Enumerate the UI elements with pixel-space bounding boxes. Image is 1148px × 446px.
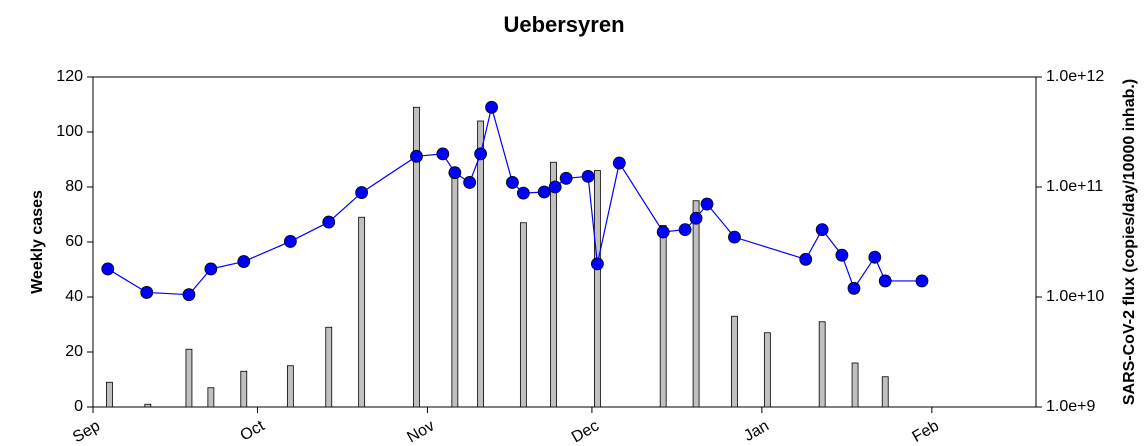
bar: [207, 387, 215, 408]
point: [815, 223, 829, 236]
y2-tick-label: 1.0e+11: [1046, 178, 1103, 195]
point: [506, 176, 519, 189]
bar: [818, 321, 826, 408]
y2-tick-label: 1.0e+9: [1046, 398, 1095, 415]
bar: [325, 326, 333, 408]
point: [548, 180, 562, 194]
point: [237, 255, 251, 268]
point: [516, 186, 530, 200]
bar: [550, 161, 557, 408]
point: [101, 262, 115, 276]
point: [355, 186, 369, 199]
point: [410, 149, 423, 163]
point: [537, 185, 551, 199]
y-tick-label: 0: [74, 398, 83, 415]
y-tick-label: 20: [65, 343, 83, 360]
point: [728, 230, 741, 244]
bar: [240, 370, 248, 408]
point: [799, 252, 813, 266]
point: [915, 274, 929, 288]
x-tick-label: Feb: [910, 417, 942, 446]
bar: [451, 167, 459, 408]
point: [485, 100, 498, 114]
y-tick-label: 40: [65, 288, 83, 305]
bar: [692, 200, 700, 408]
point: [656, 225, 670, 239]
bar: [731, 315, 738, 408]
point: [581, 169, 595, 183]
bar: [106, 381, 113, 408]
point: [847, 281, 861, 295]
line: [107, 107, 922, 296]
point: [590, 257, 604, 271]
point: [878, 274, 892, 288]
point: [474, 147, 488, 161]
bar: [851, 362, 859, 408]
x-tick-label: Oct: [238, 417, 269, 444]
y2-axis-label: SARS-CoV-2 flux (copies/day/10000 inhab.…: [1121, 79, 1138, 405]
point: [700, 197, 714, 211]
y-tick-label: 60: [65, 233, 83, 250]
bar: [185, 348, 193, 408]
x-tick-label: Dec: [569, 417, 602, 446]
point: [182, 288, 196, 302]
bar: [286, 365, 294, 408]
plot-frame: [92, 76, 1037, 408]
point: [463, 176, 477, 189]
bar: [413, 106, 420, 408]
bar: [358, 216, 366, 408]
point: [140, 286, 154, 299]
x-tick-label: Sep: [70, 417, 103, 446]
point: [678, 223, 692, 236]
y2-tick-label: 1.0e+10: [1046, 288, 1104, 305]
bar: [763, 332, 771, 408]
bar: [477, 120, 485, 408]
point: [448, 166, 462, 180]
point: [204, 262, 218, 276]
point: [436, 147, 450, 161]
point: [322, 215, 336, 229]
point: [835, 248, 849, 262]
point: [283, 235, 297, 248]
bar: [593, 170, 601, 408]
y-tick-label: 100: [56, 123, 83, 140]
y-tick-label: 120: [56, 68, 83, 85]
y2-tick-label: 1.0e+12: [1046, 68, 1104, 85]
bar: [144, 403, 152, 408]
point: [612, 156, 626, 170]
point: [559, 171, 573, 185]
bar: [881, 376, 889, 408]
point: [689, 211, 703, 225]
chart-title: Uebersyren: [503, 12, 624, 37]
point: [868, 250, 882, 264]
bar: [519, 222, 527, 408]
bar: [659, 225, 667, 408]
x-tick-label: Jan: [741, 417, 772, 445]
y-axis-label: Weekly cases: [29, 190, 46, 294]
y-tick-label: 80: [65, 178, 83, 195]
x-tick-label: Nov: [404, 417, 437, 446]
